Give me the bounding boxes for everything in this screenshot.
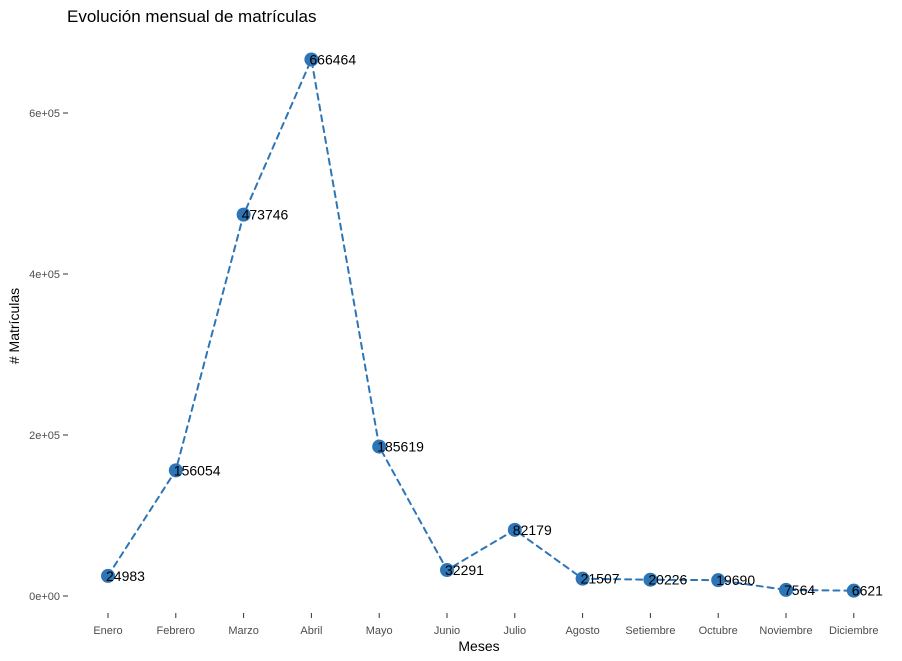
data-label: 20226 <box>648 572 687 588</box>
data-label: 32291 <box>445 562 484 578</box>
x-axis-tick-label: Diciembre <box>829 625 879 637</box>
data-point <box>101 568 115 583</box>
x-axis-tick-label: Marzo <box>228 625 259 637</box>
data-point <box>304 52 319 67</box>
data-point <box>236 207 251 222</box>
y-axis-tick-label: 4e+05 <box>29 269 60 281</box>
x-axis-tick-label: Setiembre <box>625 625 675 637</box>
x-axis-tick-label: Junio <box>434 625 460 637</box>
series-points-layer <box>101 52 861 598</box>
data-label: 7564 <box>784 582 815 598</box>
y-axis-tick-label: 2e+05 <box>29 430 60 442</box>
data-point <box>711 573 726 588</box>
series-line <box>107 58 855 592</box>
data-label: 473746 <box>242 207 289 223</box>
x-axis-tick-label: Mayo <box>366 625 393 637</box>
data-point <box>643 572 658 587</box>
data-point <box>575 571 590 586</box>
y-axis-title: # Matrículas <box>6 288 22 364</box>
x-axis-tick-label: Octubre <box>699 625 738 637</box>
x-axis-title: Meses <box>458 638 499 654</box>
x-axis-tick-label: Julio <box>503 625 526 637</box>
x-axis-tick-label: Abril <box>300 625 322 637</box>
x-axis: Enero Febrero Marzo Abril Mayo Junio Julio Agos… <box>93 613 879 637</box>
data-point <box>168 463 183 478</box>
data-labels-layer: 24983 156054 473746 666464 185619 32291 82179 2… <box>106 51 883 598</box>
y-axis: 0e+00 2e+05 4e+05 6e+05 <box>29 108 68 603</box>
data-label: 6621 <box>852 583 883 599</box>
data-label: 24983 <box>106 568 145 584</box>
data-point <box>507 522 522 537</box>
x-axis-tick-label: Enero <box>93 625 122 637</box>
data-point <box>372 439 387 454</box>
data-label: 19690 <box>716 572 755 588</box>
data-label: 666464 <box>309 51 356 67</box>
y-axis-tick-label: 6e+05 <box>29 108 60 120</box>
y-axis-tick-label: 0e+00 <box>29 591 60 603</box>
data-point <box>846 583 861 598</box>
data-label: 21507 <box>581 571 620 587</box>
data-label: 156054 <box>174 462 221 478</box>
data-point <box>440 563 454 578</box>
series-line-layer <box>107 58 855 592</box>
data-point <box>779 582 793 597</box>
data-label: 82179 <box>513 522 552 538</box>
chart-title: Evolución mensual de matrículas <box>67 7 316 26</box>
x-axis-tick-label: Noviembre <box>759 625 812 637</box>
data-label: 185619 <box>377 439 424 455</box>
x-axis-tick-label: Agosto <box>565 625 599 637</box>
x-axis-tick-label: Febrero <box>157 625 196 637</box>
